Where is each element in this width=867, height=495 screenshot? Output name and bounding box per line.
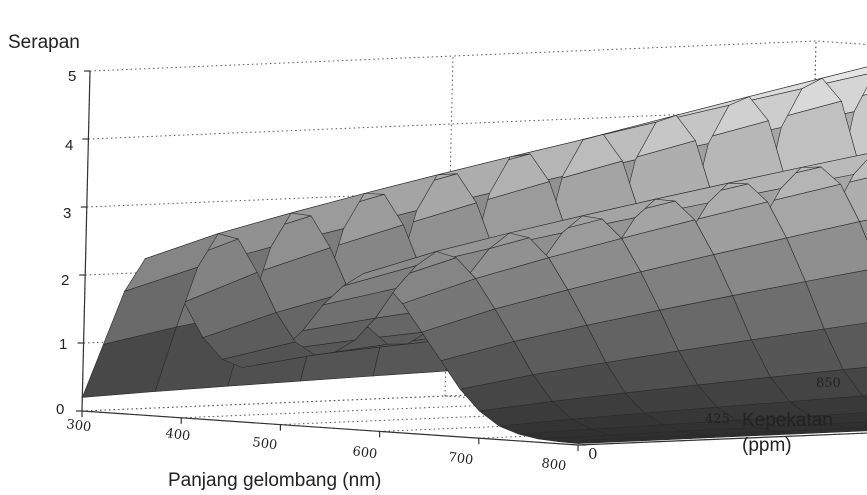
y-axis-label-unit: (ppm): [742, 435, 792, 456]
surface-mesh: [81, 66, 867, 444]
x-tick-label: 700: [447, 450, 474, 468]
x-tick-label: 300: [65, 417, 92, 435]
y-tick-label: 425: [705, 412, 730, 427]
z-tick-label: 1: [59, 336, 67, 353]
surface-cell: [81, 326, 177, 398]
x-tick-labels: 300 400 500 600 700 800: [65, 417, 567, 474]
x-axis-label: Panjang gelombang (nm): [168, 470, 381, 491]
z-axis-label: Serapan: [8, 32, 80, 53]
y-axis-line: [577, 432, 867, 446]
x-axis-line: [81, 410, 579, 446]
x-tick-label: 500: [251, 435, 278, 453]
y-tick-label: 0: [588, 445, 598, 463]
x-tick-label: 800: [540, 456, 567, 474]
z-tick-label: 5: [68, 68, 76, 85]
z-tick-labels: 0 1 2 3 4 5: [56, 68, 76, 418]
z-tick-label: 3: [63, 205, 71, 222]
y-tick-label: 850: [816, 376, 841, 391]
y-tick-labels: 0 425 850: [588, 376, 841, 463]
chart-axes: [76, 70, 867, 451]
x-tick-label: 400: [164, 426, 191, 444]
z-axis-line: [81, 70, 91, 412]
x-tick-label: 600: [351, 444, 378, 462]
y-axis-label: Kepekatan: [742, 410, 833, 431]
z-tick-label: 0: [56, 401, 64, 418]
z-tick-label: 2: [61, 272, 69, 289]
z-tick-label: 4: [65, 137, 73, 154]
grid-line: [89, 40, 867, 72]
